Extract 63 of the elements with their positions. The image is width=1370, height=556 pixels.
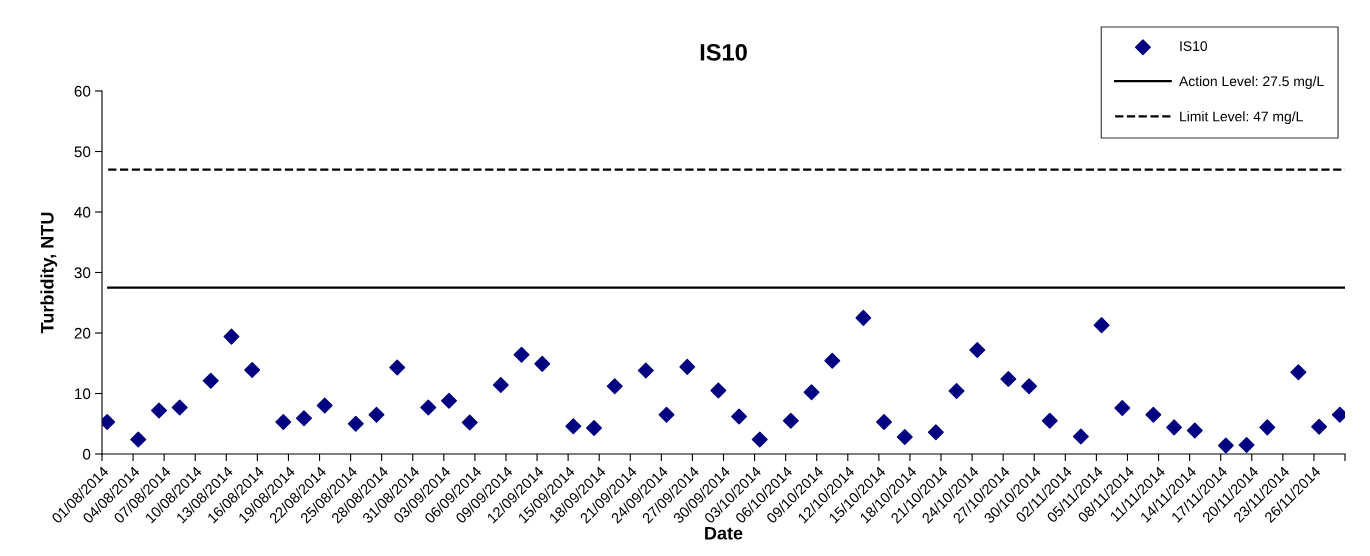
point bbox=[1145, 406, 1162, 423]
point bbox=[389, 359, 406, 376]
point bbox=[782, 412, 799, 429]
point bbox=[492, 377, 509, 394]
point bbox=[461, 414, 478, 431]
point bbox=[513, 346, 530, 363]
y-tick-label: 20 bbox=[74, 327, 91, 339]
point bbox=[824, 352, 841, 369]
point bbox=[1021, 378, 1038, 395]
point bbox=[586, 420, 602, 436]
point bbox=[803, 384, 820, 401]
point bbox=[534, 355, 551, 372]
point bbox=[1093, 317, 1110, 334]
y-tick-label: 40 bbox=[74, 206, 91, 218]
point bbox=[316, 397, 333, 414]
x-axis-title: Date bbox=[705, 526, 743, 540]
point bbox=[1072, 428, 1089, 445]
point bbox=[679, 358, 696, 375]
point bbox=[1041, 412, 1058, 429]
y-tick-label: 50 bbox=[74, 146, 91, 158]
point bbox=[244, 361, 261, 378]
point bbox=[223, 328, 240, 345]
point bbox=[171, 399, 188, 416]
y-tick-label: 30 bbox=[74, 267, 91, 279]
point bbox=[710, 382, 727, 399]
point bbox=[1000, 371, 1017, 387]
point bbox=[1290, 364, 1307, 381]
point bbox=[1311, 418, 1328, 435]
y-tick-label: 0 bbox=[82, 448, 91, 460]
point bbox=[296, 410, 312, 427]
y-axis-title: Turbidity, NTU bbox=[40, 212, 58, 334]
point bbox=[441, 392, 457, 409]
point bbox=[658, 406, 675, 423]
point bbox=[1217, 437, 1234, 454]
point bbox=[130, 431, 147, 448]
point bbox=[731, 408, 748, 425]
point bbox=[150, 402, 167, 419]
point bbox=[275, 413, 292, 430]
point bbox=[1166, 419, 1183, 436]
point bbox=[751, 431, 768, 448]
point bbox=[565, 418, 582, 435]
legend-label: Action Level: 27.5 mg/L bbox=[1179, 76, 1324, 89]
point bbox=[969, 341, 986, 358]
point bbox=[606, 378, 623, 395]
point bbox=[876, 413, 893, 430]
legend-label: Limit Level: 47 mg/L bbox=[1180, 111, 1303, 125]
point bbox=[637, 362, 654, 379]
point bbox=[855, 309, 872, 326]
y-tick-label: 10 bbox=[75, 388, 91, 400]
point bbox=[948, 383, 965, 400]
point bbox=[896, 429, 913, 446]
point bbox=[1114, 400, 1131, 416]
point bbox=[202, 372, 219, 389]
point bbox=[1238, 436, 1255, 453]
point bbox=[927, 424, 944, 441]
point bbox=[368, 406, 385, 423]
chart-title: IS10 bbox=[700, 43, 747, 61]
point bbox=[1186, 422, 1203, 439]
point bbox=[1259, 419, 1276, 436]
y-tick-label: 60 bbox=[74, 85, 91, 97]
legend-label: IS10 bbox=[1180, 41, 1208, 52]
point bbox=[420, 399, 437, 416]
point bbox=[347, 415, 364, 432]
